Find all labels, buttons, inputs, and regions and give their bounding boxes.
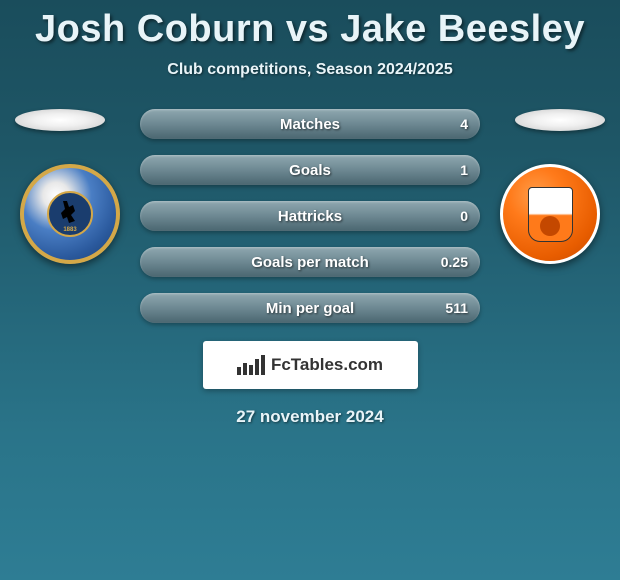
- stat-row-matches: Matches 4: [140, 109, 480, 139]
- stat-value-right: 0: [460, 208, 468, 224]
- svg-text:1883: 1883: [63, 227, 77, 233]
- stats-area: Matches 4 Goals 1 Hattricks 0 Goals per …: [140, 109, 480, 323]
- page-title: Josh Coburn vs Jake Beesley: [0, 0, 620, 51]
- comparison-content: 1883 Matches 4 Goals 1 Hattricks 0 Goals…: [0, 109, 620, 427]
- stat-value-right: 1: [460, 162, 468, 178]
- stat-label: Goals: [289, 162, 331, 179]
- date-text: 27 november 2024: [0, 407, 620, 427]
- stat-label: Hattricks: [278, 208, 342, 225]
- club-badge-left: 1883: [20, 164, 120, 264]
- stat-row-goals-per-match: Goals per match 0.25: [140, 247, 480, 277]
- stat-value-right: 0.25: [441, 254, 468, 270]
- stat-value-right: 511: [445, 300, 468, 316]
- subtitle: Club competitions, Season 2024/2025: [0, 61, 620, 79]
- stat-value-right: 4: [460, 116, 468, 132]
- attribution-text: FcTables.com: [271, 355, 383, 375]
- stat-label: Goals per match: [251, 254, 369, 271]
- player-right-marker: [515, 109, 605, 131]
- stat-row-hattricks: Hattricks 0: [140, 201, 480, 231]
- club-badge-right: [500, 164, 600, 264]
- stat-label: Matches: [280, 116, 340, 133]
- bristol-rovers-crest: 1883: [45, 189, 95, 239]
- stat-row-min-per-goal: Min per goal 511: [140, 293, 480, 323]
- blackpool-crest: [528, 187, 573, 242]
- bar-chart-icon: [237, 355, 265, 375]
- stat-row-goals: Goals 1: [140, 155, 480, 185]
- stat-label: Min per goal: [266, 300, 354, 317]
- player-left-marker: [15, 109, 105, 131]
- attribution-box: FcTables.com: [203, 341, 418, 389]
